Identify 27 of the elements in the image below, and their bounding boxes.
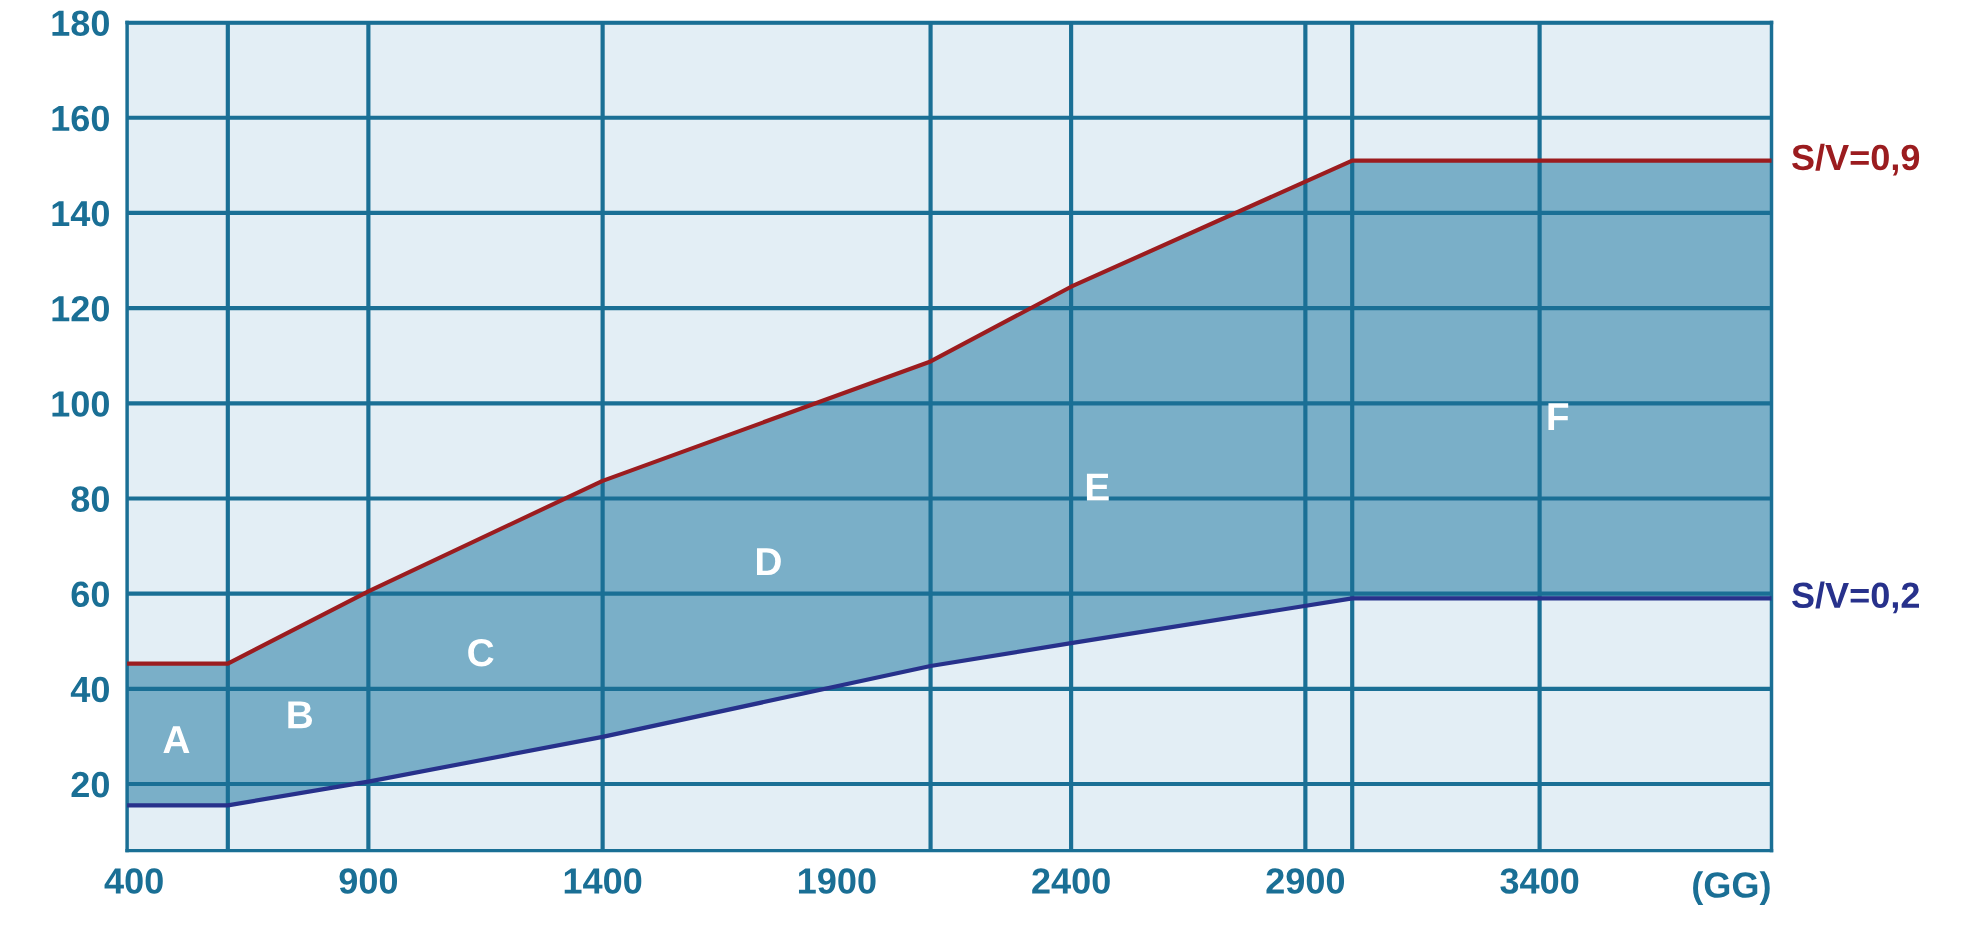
y-tick-label: 60	[71, 581, 109, 608]
x-tick-label: 2400	[1032, 868, 1110, 894]
y-tick-label: 120	[52, 296, 109, 322]
y-tick-label: 140	[52, 200, 109, 227]
x-tick-label: 1400	[564, 868, 642, 894]
y-tick-label: 20	[71, 771, 109, 798]
x-tick-label: 2900	[1266, 868, 1345, 894]
y-tick-label: 40	[70, 676, 109, 703]
annotation: A	[163, 726, 190, 754]
x-tick-label: 3400	[1500, 868, 1579, 894]
annotation: B	[288, 701, 313, 729]
y-tick-label: 180	[52, 10, 109, 37]
x-tick-label: 900	[339, 868, 398, 894]
y-tick-label: 80	[71, 486, 109, 512]
annotation: F	[1548, 403, 1569, 431]
x-axis-title: (GG)	[1693, 871, 1770, 905]
x-tick-label: 400	[104, 868, 163, 894]
annotation: E	[1086, 473, 1109, 501]
y-tick-label: 160	[52, 105, 109, 132]
annotation: D	[756, 548, 781, 576]
series-label: S/V=0,9	[1791, 143, 1920, 176]
line-series	[127, 158, 1772, 666]
line-series	[127, 596, 1772, 808]
series-label: S/V=0,2	[1791, 581, 1919, 614]
annotation: C	[468, 638, 494, 667]
x-tick-label: 1900	[798, 868, 876, 894]
y-tick-label: 100	[52, 391, 109, 417]
